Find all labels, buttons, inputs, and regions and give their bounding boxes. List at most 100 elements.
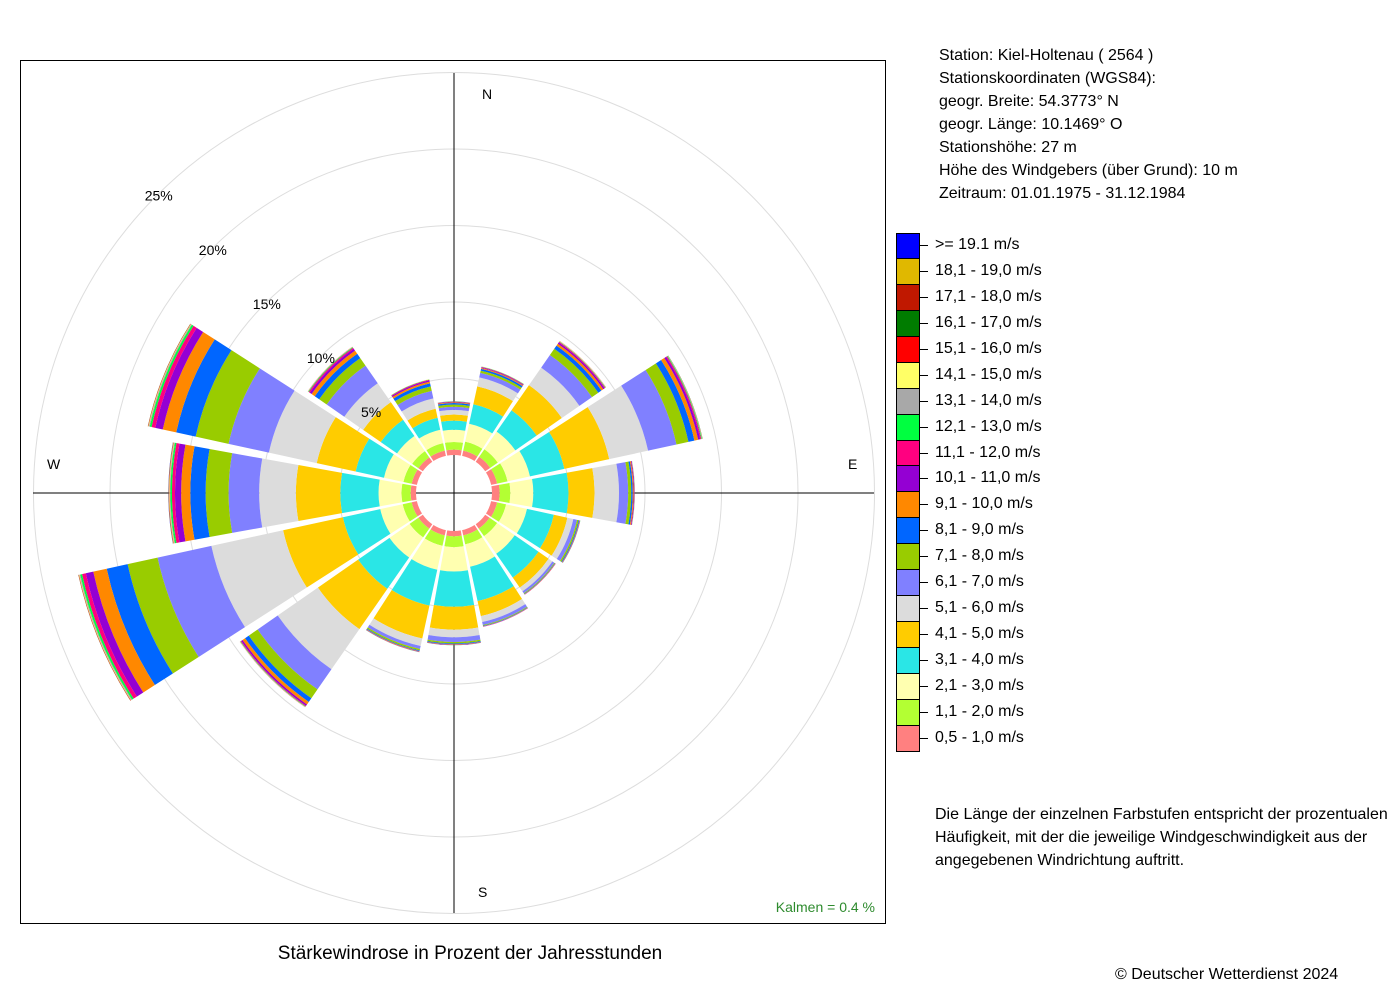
legend-swatch [896, 388, 920, 415]
legend-tick [920, 582, 928, 584]
rose-segment-ssw [430, 524, 446, 536]
rose-segment-wsw [411, 501, 423, 517]
ring-label: 15% [253, 296, 281, 312]
rose-segment-nne [479, 372, 521, 394]
rose-segment-se [483, 522, 515, 554]
rose-segment-n [437, 401, 471, 403]
rose-segment-wsw [342, 509, 391, 555]
rose-segment-sw [257, 615, 332, 690]
rose-segment-sw [245, 635, 312, 702]
rose-segment-ese [516, 508, 554, 549]
rose-segment-w [168, 442, 174, 544]
rose-segment-nw [309, 348, 356, 395]
rose-segment-n [440, 414, 468, 422]
rose-segment-s [440, 546, 468, 572]
rose-segment-wnw [316, 417, 370, 472]
rose-segment-ssw [367, 624, 421, 649]
legend-swatch [896, 414, 920, 441]
rose-segment-e [628, 461, 633, 525]
rose-segment-e [491, 484, 500, 502]
rose-segment-e [630, 461, 635, 525]
rose-segment-n [437, 401, 471, 403]
rose-segment-nw [311, 350, 358, 397]
legend-label: 14,1 - 15,0 m/s [935, 365, 1042, 383]
note-line: angegebenen Windrichtung auftritt. [935, 852, 1185, 869]
rose-segment-sw [242, 638, 309, 705]
rose-segment-nw [314, 353, 361, 400]
rose-segment-nnw [393, 383, 431, 402]
rose-segment-ese [560, 519, 579, 562]
rose-segment-wsw [211, 530, 307, 628]
station-line: geogr. Breite: 54.3773° N [939, 93, 1119, 110]
rose-segment-nnw [401, 398, 436, 421]
rose-segment-n [438, 402, 470, 406]
note-line: Häufigkeit, mit der die jeweilige Windge… [935, 829, 1368, 846]
rose-segment-s [433, 570, 475, 607]
rose-segment-nne [480, 368, 523, 388]
rose-segment-se [522, 561, 555, 594]
rose-segment-s [444, 535, 464, 548]
rose-segment-nne [481, 367, 524, 387]
rose-segment-sse [482, 604, 528, 626]
wind-rose-plot: N E S W 5% 10% 15% 20% 25% Kalmen = 0.4 % [20, 60, 886, 924]
rose-segment-n [437, 401, 471, 404]
legend-label: 1,1 - 2,0 m/s [935, 702, 1024, 720]
rose-segment-sw [358, 537, 410, 589]
rose-segment-wnw [155, 327, 204, 430]
rose-segment-ssw [391, 559, 438, 606]
rose-segment-nnw [391, 380, 430, 398]
rose-segment-se [475, 514, 490, 529]
rose-segment-ene [661, 357, 699, 441]
rose-segment-n [442, 429, 466, 443]
rose-segment-wsw [380, 504, 410, 534]
rose-segment-w [190, 446, 210, 540]
copyright: © Deutscher Wetterdienst 2024 [1115, 966, 1339, 983]
rose-segment-ene [491, 463, 508, 484]
legend-swatch [896, 673, 920, 700]
direction-label-n: N [482, 86, 492, 102]
ring-label: 10% [307, 350, 335, 366]
rose-segment-ne [528, 367, 580, 419]
rose-segment-wsw [127, 557, 199, 674]
rose-segment-ne [475, 456, 491, 472]
rose-segment-wsw [93, 568, 155, 693]
rose-segment-wsw [283, 517, 359, 588]
rose-segment-ne [541, 355, 592, 406]
note-line: Die Länge der einzelnen Farbstufen entsp… [935, 806, 1388, 823]
rose-segment-sse [480, 599, 526, 623]
legend-tick [920, 322, 928, 324]
legend-label: 17,1 - 18,0 m/s [935, 287, 1042, 305]
rose-segment-ene [587, 385, 649, 460]
rose-segment-nnw [426, 443, 445, 457]
rose-segment-n [437, 402, 471, 405]
ring-label: 5% [361, 404, 381, 420]
rose-segment-sse [470, 556, 514, 602]
rose-segment-sw [418, 514, 433, 529]
rose-segment-nw [412, 451, 430, 469]
rose-segment-sse [465, 537, 495, 567]
legend-label: 5,1 - 6,0 m/s [935, 599, 1024, 617]
rose-segment-wnw [176, 339, 232, 437]
rose-segment-n [439, 409, 469, 416]
legend-label: >= 19.1 m/s [935, 236, 1020, 253]
rose-segment-w [175, 443, 186, 543]
rose-segment-s [427, 642, 481, 645]
rose-segment-n [438, 404, 470, 409]
rose-segment-ese [498, 504, 527, 534]
rose-segment-ene [664, 356, 701, 440]
legend-swatch [896, 570, 920, 597]
rose-segment-nw [380, 419, 415, 454]
explanation-note: Die Länge der einzelnen Farbstufen entsp… [935, 803, 1388, 872]
rose-segment-s [427, 639, 481, 644]
rose-segment-ese [485, 501, 498, 517]
legend-tick [920, 711, 928, 713]
rose-segment-nnw [430, 450, 446, 462]
rose-segment-w [171, 443, 180, 543]
rose-segment-ene [519, 431, 565, 477]
rose-segment-ne [484, 431, 516, 463]
rose-segment-se [512, 551, 549, 588]
legend-tick [920, 608, 928, 610]
station-line: Stationshöhe: 27 m [939, 139, 1077, 156]
legend-label: 16,1 - 17,0 m/s [935, 313, 1042, 331]
legend-tick [920, 426, 928, 428]
